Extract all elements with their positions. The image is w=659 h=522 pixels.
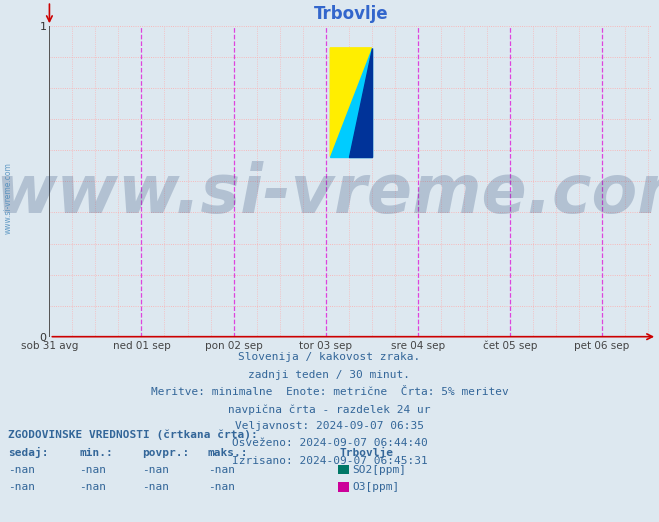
Text: Osveženo: 2024-09-07 06:44:40: Osveženo: 2024-09-07 06:44:40 (231, 438, 428, 448)
Text: SO2[ppm]: SO2[ppm] (353, 465, 407, 475)
Text: -nan: -nan (79, 465, 106, 475)
Text: Izrisano: 2024-09-07 06:45:31: Izrisano: 2024-09-07 06:45:31 (231, 456, 428, 466)
Text: Veljavnost: 2024-09-07 06:35: Veljavnost: 2024-09-07 06:35 (235, 421, 424, 431)
Text: Slovenija / kakovost zraka.: Slovenija / kakovost zraka. (239, 352, 420, 362)
Text: -nan: -nan (142, 482, 169, 492)
Text: www.si-vreme.com: www.si-vreme.com (0, 161, 659, 227)
Polygon shape (349, 48, 372, 157)
Text: sedaj:: sedaj: (8, 447, 48, 458)
Text: -nan: -nan (208, 482, 235, 492)
Text: Meritve: minimalne  Enote: metrične  Črta: 5% meritev: Meritve: minimalne Enote: metrične Črta:… (151, 387, 508, 397)
Text: maks.:: maks.: (208, 448, 248, 458)
Text: navpična črta - razdelek 24 ur: navpična črta - razdelek 24 ur (228, 404, 431, 414)
Text: -nan: -nan (8, 482, 35, 492)
Text: Trbovlje: Trbovlje (339, 447, 393, 458)
Text: O3[ppm]: O3[ppm] (353, 482, 400, 492)
Text: -nan: -nan (142, 465, 169, 475)
Text: www.si-vreme.com: www.si-vreme.com (3, 162, 13, 234)
Text: ZGODOVINSKE VREDNOSTI (črtkana črta):: ZGODOVINSKE VREDNOSTI (črtkana črta): (8, 430, 258, 441)
Text: -nan: -nan (208, 465, 235, 475)
Text: min.:: min.: (79, 448, 113, 458)
Text: zadnji teden / 30 minut.: zadnji teden / 30 minut. (248, 370, 411, 379)
Polygon shape (330, 48, 372, 157)
Polygon shape (330, 48, 372, 157)
Text: povpr.:: povpr.: (142, 448, 189, 458)
Title: Trbovlje: Trbovlje (314, 5, 388, 23)
Text: -nan: -nan (8, 465, 35, 475)
Text: -nan: -nan (79, 482, 106, 492)
